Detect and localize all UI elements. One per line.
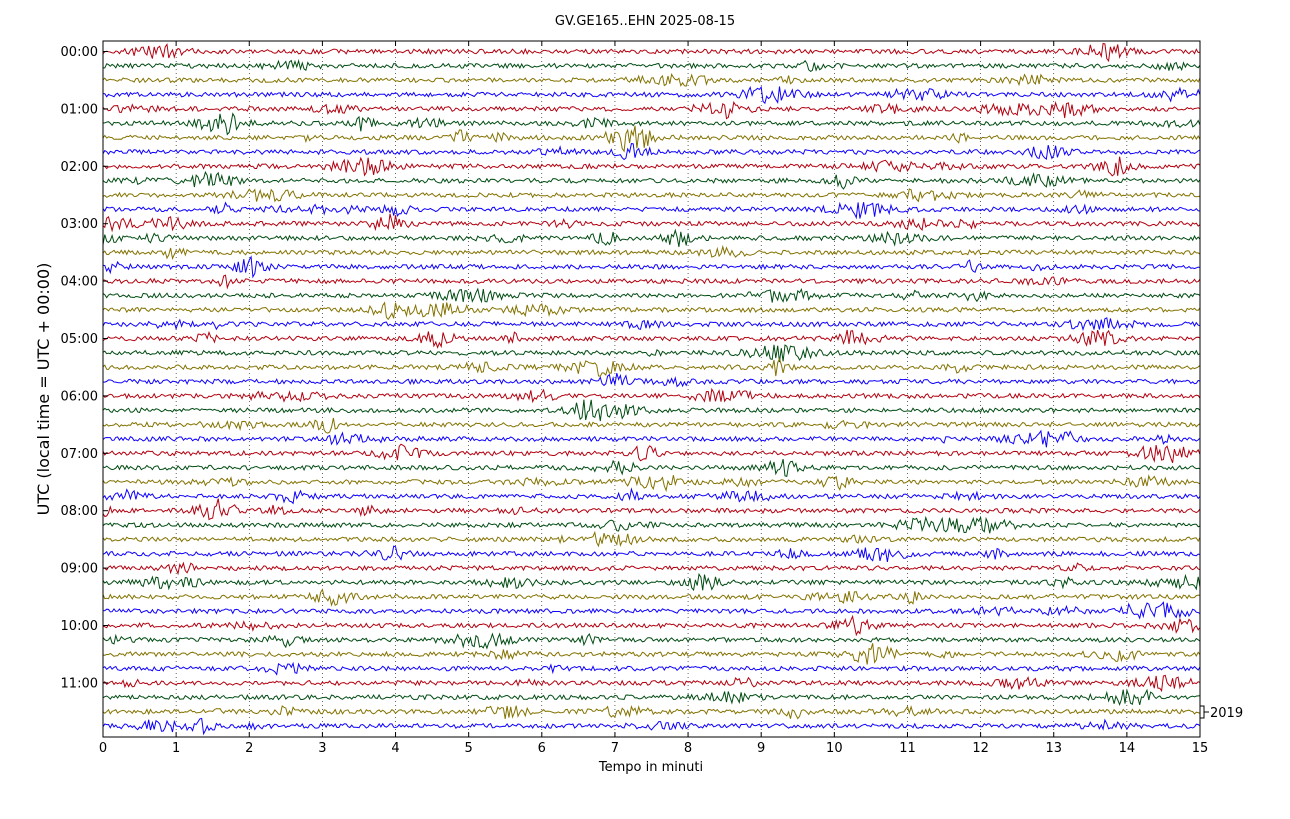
chart-title: GV.GE165..EHN 2025-08-15 [555,14,735,29]
scale-bar-mark [1199,705,1205,719]
trace-row [102,601,1201,620]
trace-row [102,661,1201,676]
x-tick-label: 7 [611,741,619,756]
trace-row [102,274,1201,290]
trace-row [102,42,1201,63]
trace-row [102,429,1201,448]
x-tick-label: 0 [99,741,107,756]
y-tick-label: 06:00 [61,389,98,404]
x-tick-label: 6 [538,741,546,756]
x-tick-label: 5 [465,741,473,756]
trace-row [102,588,1201,607]
grid-lines [175,41,1128,737]
trace-row [102,170,1201,190]
x-tick-label: 1 [172,741,180,756]
y-axis: 00:00 01:00 02:00 03:00 04:00 05:00 06:00 07:00… [61,45,108,691]
trace-row [102,443,1201,463]
x-tick-label: 11 [899,741,916,756]
trace-row [102,515,1201,534]
trace-row [102,572,1201,592]
trace-row [102,58,1201,73]
trace-row [102,85,1201,105]
trace-row [102,100,1201,120]
trace-row [102,458,1201,478]
x-axis-label: Tempo in minuti [598,760,703,775]
trace-row [102,674,1201,693]
x-tick-label: 3 [318,741,326,756]
y-tick-label: 02:00 [61,160,98,175]
trace-row [102,387,1201,404]
trace-row [102,228,1201,247]
y-tick-label: 04:00 [61,275,98,290]
trace-row [102,329,1201,349]
y-tick-label: 05:00 [61,332,98,347]
y-tick-label: 11:00 [61,676,98,691]
trace-row [102,632,1201,650]
trace-row [102,688,1201,707]
trace-row [102,614,1201,637]
trace-row [102,112,1201,136]
scale-bar: 2019 [1199,705,1243,721]
trace-row [102,545,1201,562]
x-tick-label: 8 [684,741,692,756]
trace-row [103,372,1201,388]
x-tick-label: 2 [245,741,253,756]
y-tick-label: 08:00 [61,504,98,519]
trace-row [102,717,1201,736]
x-tick-label: 4 [391,741,399,756]
trace-row [102,125,1201,153]
x-axis: 0 1 2 3 4 5 6 7 8 9 10 11 12 13 14 15 [99,41,1208,756]
trace-row [102,213,1201,233]
trace-row [102,399,1201,422]
trace-row [102,317,1201,332]
trace-row [102,244,1201,261]
trace-row [102,704,1201,720]
trace-row [102,188,1201,203]
x-tick-label: 15 [1192,741,1209,756]
trace-row [102,255,1201,279]
y-tick-label: 01:00 [61,102,98,117]
trace-row [102,474,1201,493]
trace-row [102,344,1201,363]
trace-group [102,42,1201,736]
trace-row [102,201,1201,220]
trace-row [102,643,1201,665]
trace-row [102,143,1201,161]
trace-row [102,417,1201,434]
y-axis-label: UTC (local time = UTC + 00:00) [34,263,53,516]
plot-frame [102,40,1201,738]
scale-bar-label: 2019 [1210,706,1243,721]
y-tick-label: 00:00 [61,45,98,60]
trace-row [102,561,1201,576]
trace-row [102,487,1201,505]
trace-row [102,498,1201,521]
trace-row [102,156,1201,177]
trace-row [102,287,1201,304]
x-tick-label: 14 [1119,741,1136,756]
x-tick-label: 10 [826,741,843,756]
x-tick-label: 13 [1045,741,1062,756]
trace-row [102,73,1201,87]
trace-row [102,357,1201,377]
trace-row [102,301,1201,321]
x-tick-label: 12 [972,741,989,756]
y-tick-label: 10:00 [61,619,98,634]
y-tick-label: 03:00 [61,217,98,232]
trace-row [102,530,1201,548]
y-tick-label: 09:00 [61,562,98,577]
x-tick-label: 9 [757,741,765,756]
y-tick-label: 07:00 [61,447,98,462]
